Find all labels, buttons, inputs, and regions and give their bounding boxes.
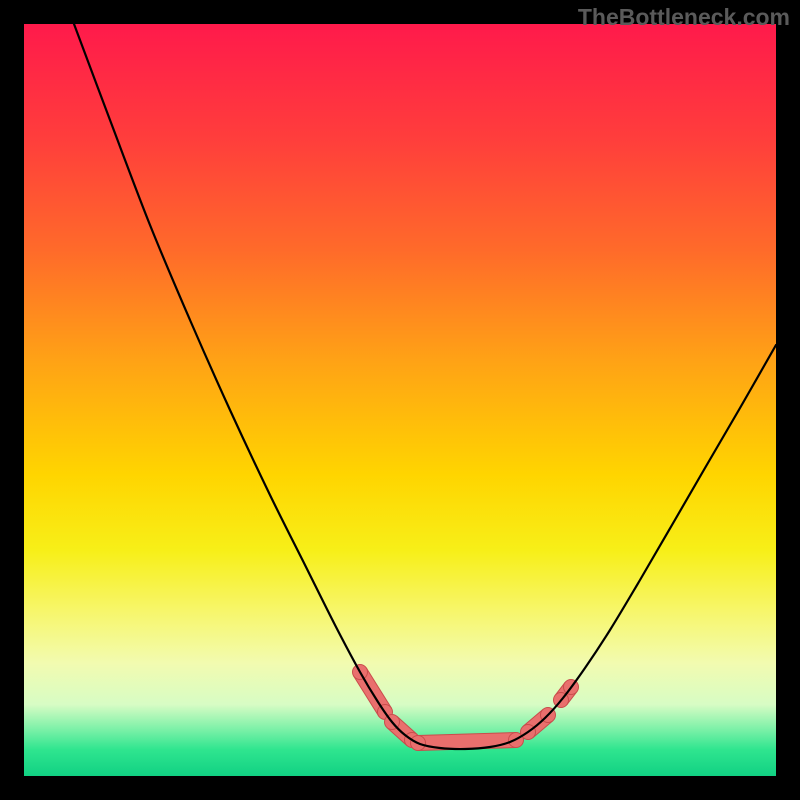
chart-stage: TheBottleneck.com bbox=[0, 0, 800, 800]
highlight-segment bbox=[411, 733, 524, 751]
watermark-text: TheBottleneck.com bbox=[578, 4, 790, 31]
bottleneck-chart-svg bbox=[0, 0, 800, 800]
gradient-background bbox=[24, 24, 776, 776]
